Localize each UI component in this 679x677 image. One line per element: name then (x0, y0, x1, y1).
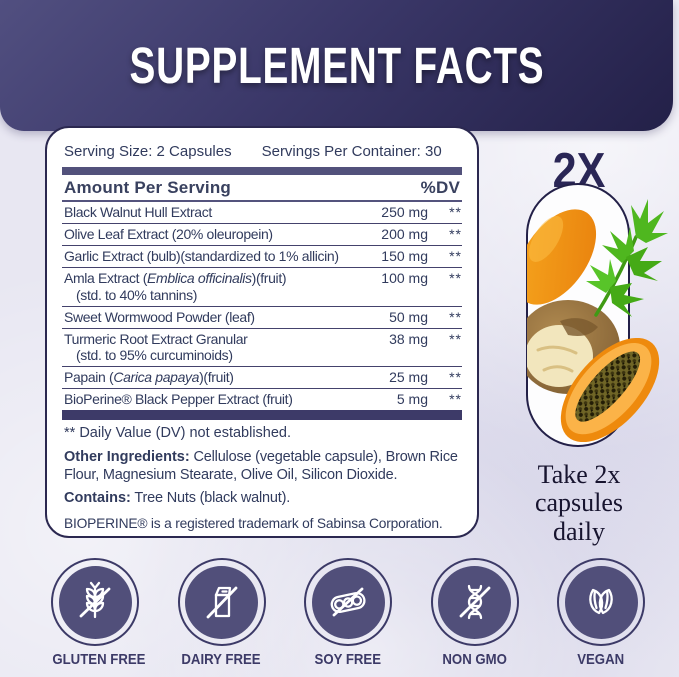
ingredient-name: Papain (Carica papaya)(fruit) (64, 369, 234, 386)
ingredient-dv: ** (449, 226, 462, 243)
badge-soy-free: SOY FREE (299, 558, 397, 668)
fact-row: Black Walnut Hull Extract 250 mg ** (62, 202, 462, 225)
dv-header: %DV (420, 178, 460, 197)
ingredient-name: Black Walnut Hull Extract (64, 204, 212, 220)
ingredient-amount: 250 mg (381, 204, 428, 220)
milk-carton-slash-icon (206, 586, 237, 619)
ingredient-name: Garlic Extract (bulb)(standardized to 1%… (64, 248, 339, 265)
fact-row: Olive Leaf Extract (20% oleuropein) 200 m… (62, 224, 462, 247)
ingredient-amount: 150 mg (381, 248, 428, 265)
ingredient-dv: ** (449, 308, 462, 325)
dv-footnote: ** Daily Value (DV) not established. (64, 425, 292, 442)
wheat-slash-icon (79, 581, 111, 619)
ingredient-dv: ** (449, 270, 462, 287)
servings-per-container: Servings Per Container: 30 (261, 143, 442, 160)
amount-per-serving-header: Amount Per Serving (64, 178, 232, 197)
ingredient-dv: ** (449, 330, 462, 347)
table-header-row: Amount Per Serving %DV (62, 175, 462, 202)
fact-row: Papain (Carica papaya)(fruit) 25 mg ** (62, 367, 462, 390)
feature-badges: GLUTEN FREE DAIRY FREE (46, 558, 650, 668)
ingredient-amount: 38 mg (389, 330, 428, 347)
ingredient-dv: ** (449, 248, 462, 265)
ingredient-name: Amla Extract (Emblica officinalis)(fruit… (64, 270, 287, 287)
badge-dairy-free: DAIRY FREE (173, 558, 271, 668)
ingredient-dv: ** (449, 369, 462, 386)
divider-bar-top (62, 167, 462, 175)
dna-slash-icon (459, 584, 490, 620)
facts-rows: Black Walnut Hull Extract 250 mg ** Olive L… (62, 202, 462, 410)
ingredient-dv: ** (449, 204, 462, 220)
ingredient-standardization: (std. to 40% tannins) (76, 286, 198, 303)
badge-gluten-free: GLUTEN FREE (46, 558, 145, 668)
fact-row: Sweet Wormwood Powder (leaf) 50 mg ** (62, 307, 462, 329)
ingredient-dv: ** (449, 391, 462, 408)
badge-vegan: VEGAN (552, 558, 650, 668)
other-ingredients-label: Other Ingredients: (64, 449, 190, 466)
page-title: SUPPLEMENT FACTS (129, 37, 544, 94)
fact-row: Garlic Extract (bulb)(standardized to 1%… (62, 246, 462, 269)
ingredient-standardization: (std. to 95% curcuminoids) (76, 347, 233, 364)
header-banner: SUPPLEMENT FACTS (0, 0, 673, 131)
divider-bar-bottom (62, 410, 462, 421)
ingredient-amount: 50 mg (389, 308, 428, 325)
capsule-ingredients-illustration (526, 183, 668, 447)
wormwood-leaf (586, 199, 668, 317)
ingredient-amount: 200 mg (381, 226, 428, 243)
ingredient-name: Olive Leaf Extract (20% oleuropein) (64, 226, 273, 243)
badge-non-gmo: NON GMO (426, 558, 524, 668)
ingredient-amount: 25 mg (389, 369, 428, 386)
ingredient-name: Sweet Wormwood Powder (leaf) (64, 308, 255, 325)
serving-info: Serving Size: 2 Capsules Servings Per Co… (64, 143, 462, 160)
contains-label: Contains: (64, 490, 131, 507)
dosage-instruction: Take 2x capsules daily (534, 460, 624, 546)
ingredient-amount: 5 mg (396, 391, 428, 408)
trademark-note: BIOPERINE® is a registered trademark of … (64, 515, 443, 531)
other-ingredients: Other Ingredients: Cellulose (vegetable … (64, 449, 458, 484)
fact-row: Turmeric Root Extract Granular 38 mg ** (st… (62, 329, 462, 368)
contains-statement: Contains: Tree Nuts (black walnut). (64, 490, 291, 507)
papaya-half (560, 337, 660, 443)
leaves-icon (589, 588, 613, 615)
soy-pod-slash-icon (330, 587, 366, 617)
fact-row: BioPerine® Black Pepper Extract (fruit) 5… (62, 389, 462, 410)
ingredient-name: BioPerine® Black Pepper Extract (fruit) (64, 391, 293, 408)
ingredient-name: Turmeric Root Extract Granular (64, 330, 248, 347)
ingredient-amount: 100 mg (381, 270, 428, 287)
fact-row: Amla Extract (Emblica officinalis)(fruit… (62, 268, 462, 307)
supplement-facts-panel: Serving Size: 2 Capsules Servings Per Co… (45, 126, 479, 538)
serving-size: Serving Size: 2 Capsules (64, 143, 232, 160)
